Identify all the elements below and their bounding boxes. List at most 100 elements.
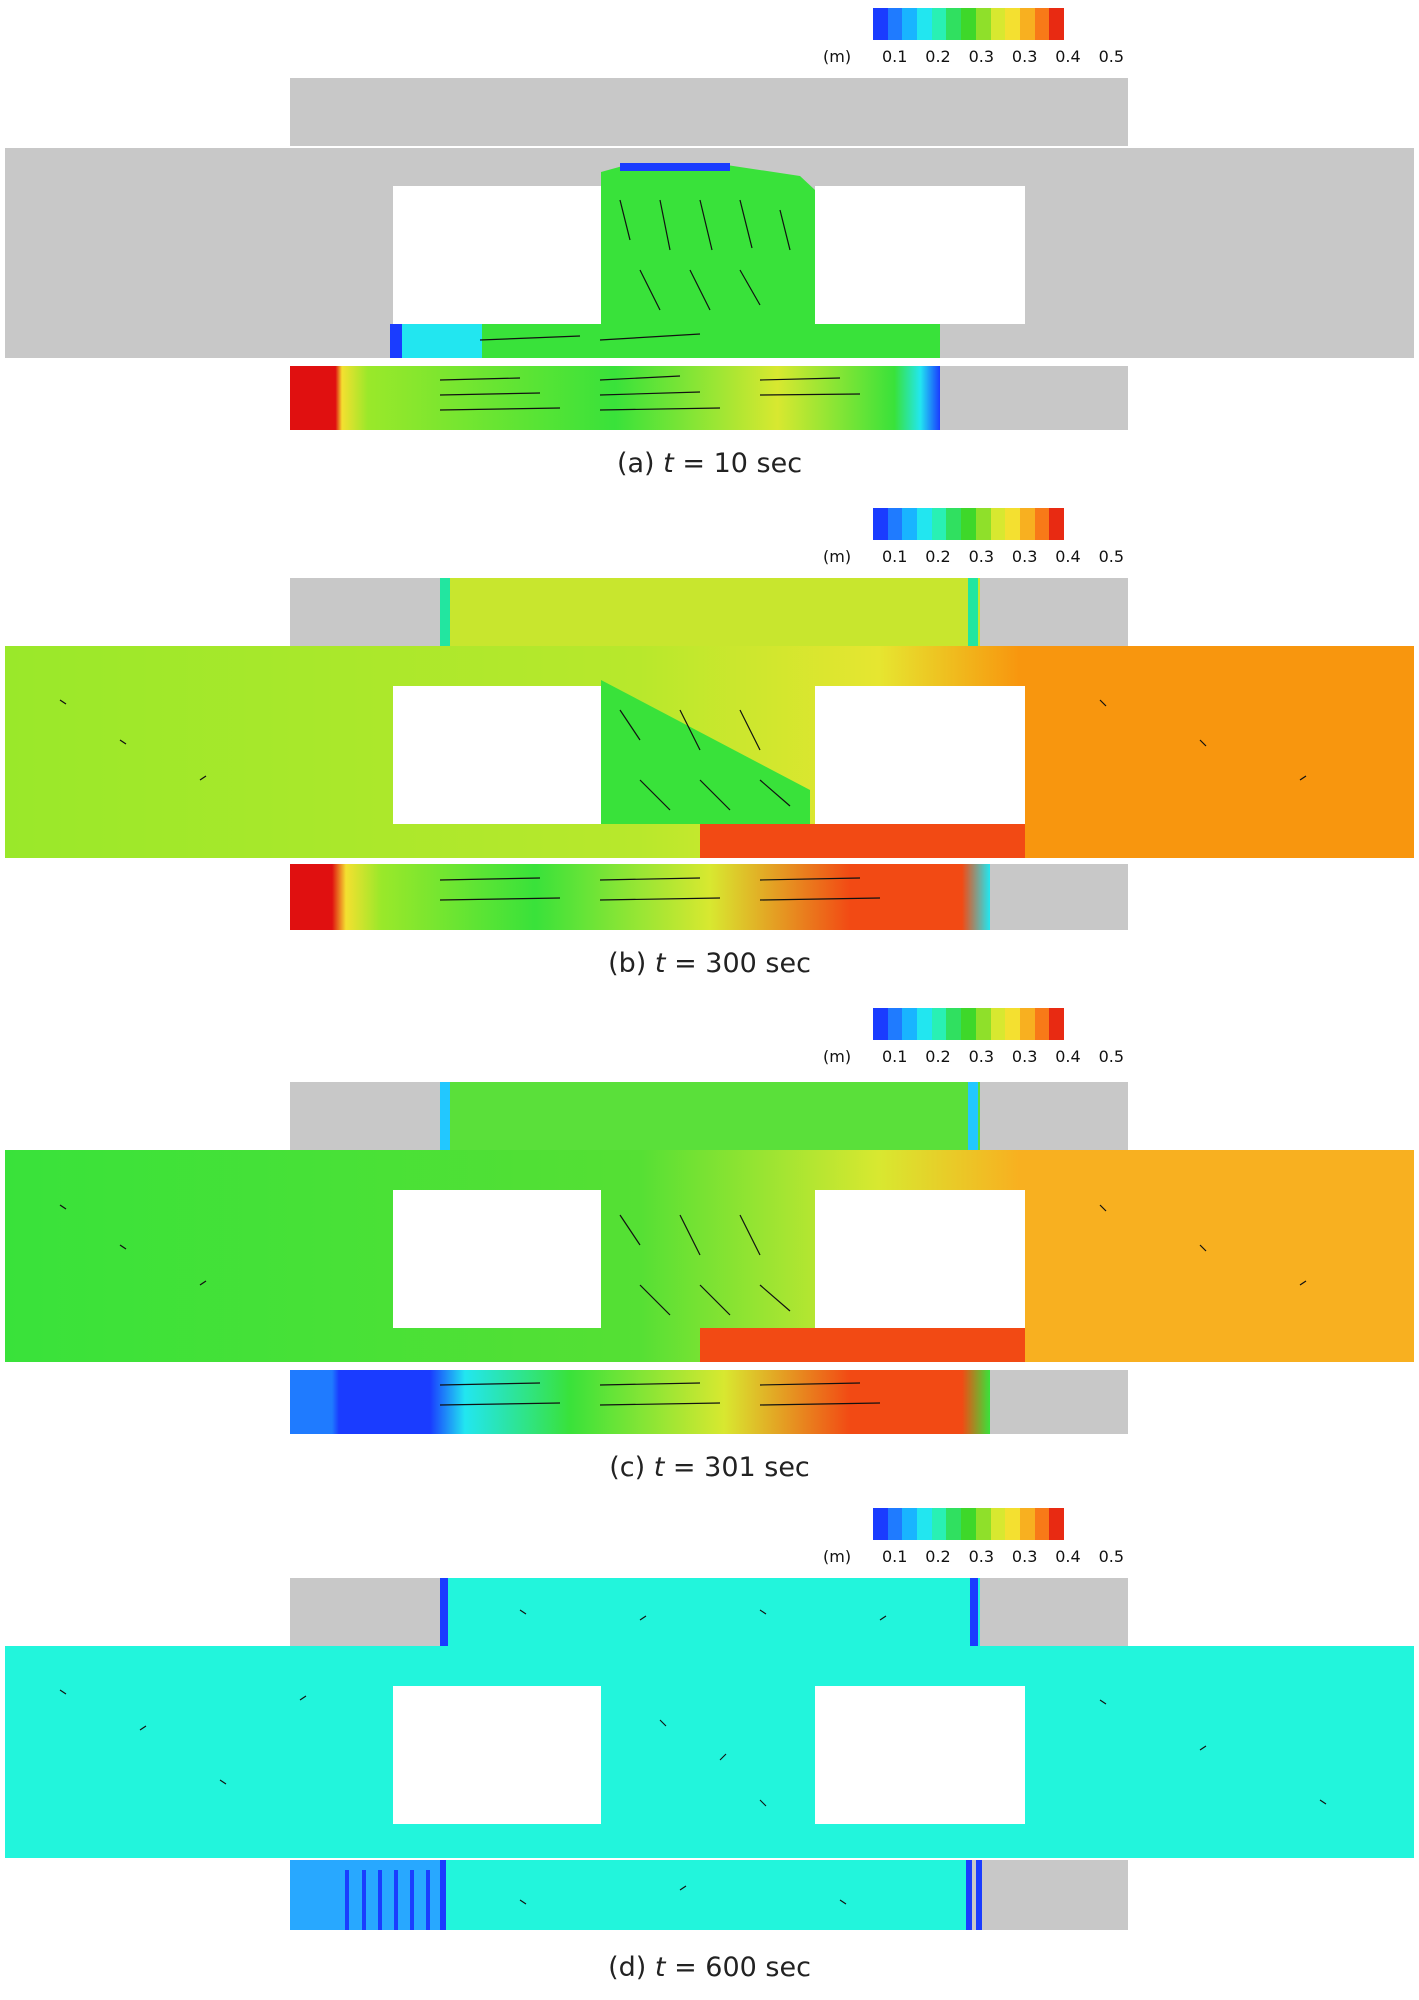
caption-time: 300 sec	[705, 948, 811, 979]
legend-tick: 0.5	[1098, 547, 1125, 566]
legend-swatch	[975, 8, 991, 40]
legend-tick: 0.5	[1098, 1547, 1125, 1566]
legend-tick: 0.5	[1098, 1047, 1125, 1066]
panel-a: (m) 0.1 0.2 0.3 0.3 0.4 0.5	[0, 0, 1419, 500]
legend-ticks: 0.1 0.2 0.3 0.3 0.4 0.5	[873, 1047, 1133, 1066]
legend-swatch	[961, 8, 976, 40]
legend-swatch	[1049, 508, 1064, 540]
legend-unit: (m)	[823, 1047, 852, 1066]
legend-swatch	[990, 508, 1006, 540]
legend-tick: 0.4	[1055, 1047, 1081, 1066]
panel-d: (m) 0.1 0.2 0.3 0.3 0.4 0.5	[0, 1500, 1419, 2000]
legend-swatch	[1019, 1508, 1035, 1540]
legend-tick: 0.2	[925, 47, 951, 66]
legend-tick: 0.4	[1055, 547, 1081, 566]
legend-swatch	[1049, 1008, 1064, 1040]
legend-swatch	[975, 508, 991, 540]
legend-swatch	[887, 1508, 903, 1540]
legend-tick: 0.3	[968, 1547, 995, 1566]
legend-swatch	[975, 1508, 991, 1540]
legend-swatch	[990, 1008, 1006, 1040]
legend-swatch	[946, 1508, 962, 1540]
legend-swatch	[975, 1008, 991, 1040]
caption-equals: =	[674, 948, 697, 979]
caption-time: 600 sec	[705, 1952, 811, 1983]
velocity-vectors	[439, 199, 861, 411]
legend-tick: 0.3	[968, 47, 995, 66]
color-legend: (m) 0.1 0.2 0.3 0.3 0.4 0.5	[823, 0, 1124, 70]
caption-d: (d) t = 600 sec	[0, 1952, 1419, 1983]
color-legend: (m) 0.1 0.2 0.3 0.3 0.4 0.5	[823, 1000, 1124, 1070]
caption-label: (b)	[608, 948, 647, 979]
legend-swatch	[946, 508, 962, 540]
velocity-vectors	[59, 1609, 1327, 1905]
legend-unit: (m)	[823, 1547, 852, 1566]
legend-swatch	[990, 8, 1006, 40]
velocity-vectors	[59, 1204, 1307, 1406]
legend-swatch	[1019, 8, 1035, 40]
caption-label: (c)	[609, 1452, 646, 1483]
panel-c: (m) 0.1 0.2 0.3 0.3 0.4 0.5	[0, 1000, 1419, 1500]
legend-swatch	[902, 1508, 918, 1540]
caption-t-symbol: t	[663, 448, 674, 479]
legend-ticks: 0.1 0.2 0.3 0.3 0.4 0.5	[873, 47, 1133, 66]
legend-tick: 0.3	[1011, 1047, 1038, 1066]
caption-equals: =	[682, 448, 705, 479]
legend-tick: 0.1	[881, 1547, 908, 1566]
caption-equals: =	[672, 1452, 696, 1483]
caption-time: 301 sec	[704, 1452, 810, 1483]
caption-t-symbol: t	[654, 948, 666, 979]
legend-swatch	[1034, 8, 1050, 40]
legend-swatch	[902, 508, 918, 540]
legend-swatch	[917, 1508, 932, 1540]
legend-unit: (m)	[823, 547, 852, 566]
legend-tick: 0.1	[881, 1047, 908, 1066]
legend-swatch	[902, 8, 918, 40]
flow-field-d	[5, 1578, 1414, 1930]
legend-swatch	[873, 8, 888, 40]
legend-tick: 0.3	[1011, 47, 1038, 66]
caption-equals: =	[674, 1952, 697, 1983]
flow-field-b	[5, 578, 1414, 930]
panel-b: (m) 0.1 0.2 0.3 0.3 0.4 0.5	[0, 500, 1419, 1000]
legend-tick: 0.3	[968, 547, 995, 566]
legend-swatch	[946, 8, 962, 40]
legend-tick: 0.1	[881, 47, 908, 66]
velocity-vectors	[59, 699, 1307, 901]
caption-c: (c) t = 301 sec	[0, 1452, 1419, 1483]
caption-t-symbol: t	[654, 1952, 666, 1983]
legend-swatch	[1019, 1008, 1035, 1040]
legend-swatch	[961, 1508, 976, 1540]
legend-unit: (m)	[823, 47, 852, 66]
caption-label: (a)	[616, 448, 655, 479]
legend-swatch	[931, 8, 947, 40]
legend-swatch	[990, 1508, 1006, 1540]
legend-tick: 0.1	[881, 547, 908, 566]
legend-colorbar	[873, 508, 1064, 540]
legend-swatch	[887, 1008, 903, 1040]
legend-swatch	[873, 508, 888, 540]
legend-colorbar	[873, 8, 1064, 40]
legend-tick: 0.5	[1098, 47, 1125, 66]
legend-swatch	[917, 1008, 932, 1040]
legend-colorbar	[873, 1508, 1064, 1540]
legend-ticks: 0.1 0.2 0.3 0.3 0.4 0.5	[873, 547, 1133, 566]
legend-tick: 0.4	[1055, 1547, 1081, 1566]
legend-swatch	[1049, 1508, 1064, 1540]
legend-swatch	[1034, 1508, 1050, 1540]
legend-tick: 0.2	[925, 1547, 951, 1566]
legend-swatch	[1005, 508, 1020, 540]
caption-b: (b) t = 300 sec	[0, 948, 1419, 979]
legend-swatch	[887, 508, 903, 540]
caption-a: (a) t = 10 sec	[0, 448, 1419, 479]
legend-tick: 0.2	[925, 1047, 951, 1066]
legend-swatch	[946, 1008, 962, 1040]
legend-tick: 0.3	[1011, 547, 1038, 566]
legend-swatch	[931, 1008, 947, 1040]
color-legend: (m) 0.1 0.2 0.3 0.3 0.4 0.5	[823, 1500, 1124, 1570]
legend-swatch	[1034, 508, 1050, 540]
flow-field-c	[5, 1082, 1414, 1434]
legend-swatch	[1049, 8, 1064, 40]
caption-label: (d)	[608, 1952, 647, 1983]
color-legend: (m) 0.1 0.2 0.3 0.3 0.4 0.5	[823, 500, 1124, 570]
